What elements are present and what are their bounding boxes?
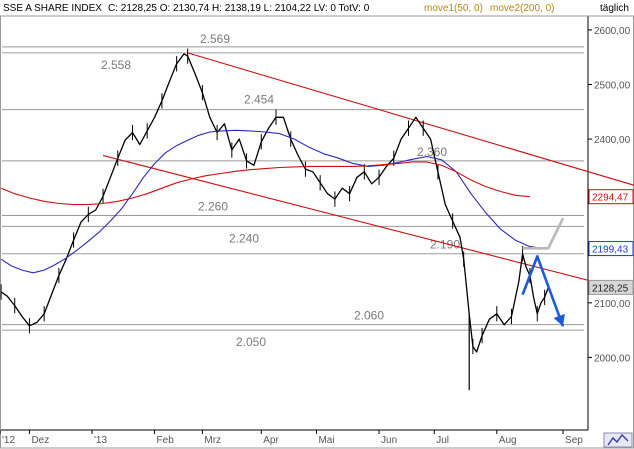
projection-alt [522, 217, 565, 250]
y-tick-label: 2600,00 [594, 26, 631, 37]
x-tick-label: Dez [31, 435, 49, 446]
x-tick-label: Sep [565, 435, 583, 446]
plot-area [0, 16, 588, 429]
level-label: 2.454 [244, 93, 274, 107]
x-tick-label: Mrz [204, 435, 221, 446]
price-series-line [0, 53, 549, 353]
upper-trendline [187, 52, 634, 186]
chart-tool-icon[interactable] [603, 432, 633, 448]
level-label: 2.190 [430, 238, 460, 252]
price-badge-label: 2199,43 [592, 245, 629, 256]
price-badge-label: 2128,25 [592, 283, 629, 294]
price-badges: 2294,47 2199,43 2128,25 [588, 189, 634, 295]
price-badge-box [588, 241, 634, 257]
x-tick-label: Aug [499, 435, 517, 446]
ma1-legend: move1(50, 0) [424, 3, 483, 14]
chart-title: SSE A SHARE INDEX [3, 3, 102, 14]
level-label: 2.569 [200, 32, 230, 46]
x-tick-label: Feb [157, 435, 175, 446]
y-tick-label: 2000,00 [594, 353, 631, 364]
ma50-series-line [0, 129, 545, 274]
x-tick-label: Jul [436, 435, 449, 446]
projection-arrows [521, 217, 565, 327]
y-tick-label: 2100,00 [594, 299, 631, 310]
level-label: 2.360 [417, 145, 447, 159]
time-axis-ticks: '12 Dez '13 Feb Mrz Apr Mai Jun Jul Aug Sep [0, 430, 583, 446]
x-tick-label: Jun [381, 435, 397, 446]
ohlc-readout: C: 2128,25 O: 2130,74 H: 2138,19 L: 2104… [108, 3, 370, 14]
level-label: 2.060 [354, 309, 384, 323]
price-badge-box [588, 189, 634, 205]
y-tick-label: 2400,00 [594, 135, 631, 146]
x-tick-label: Mai [318, 435, 334, 446]
period-label: täglich [600, 3, 629, 14]
y-tick-label: 2500,00 [594, 81, 631, 92]
level-label: 2.240 [229, 231, 259, 245]
price-badge-label: 2294,47 [592, 193, 629, 204]
x-tick-label: '12 [2, 435, 15, 446]
level-label: 2.050 [236, 335, 266, 349]
projection-primary [521, 255, 565, 327]
projection-arrowhead [553, 313, 565, 327]
series-lines [0, 48, 549, 391]
level-label: 2.558 [101, 58, 131, 72]
ma200-series-line [0, 161, 530, 206]
x-tick-label: '13 [94, 435, 107, 446]
price-badge-box [588, 279, 634, 295]
level-label: 2.260 [198, 200, 228, 214]
ma2-legend: move2(200, 0) [490, 3, 554, 14]
x-tick-label: Apr [263, 435, 279, 446]
